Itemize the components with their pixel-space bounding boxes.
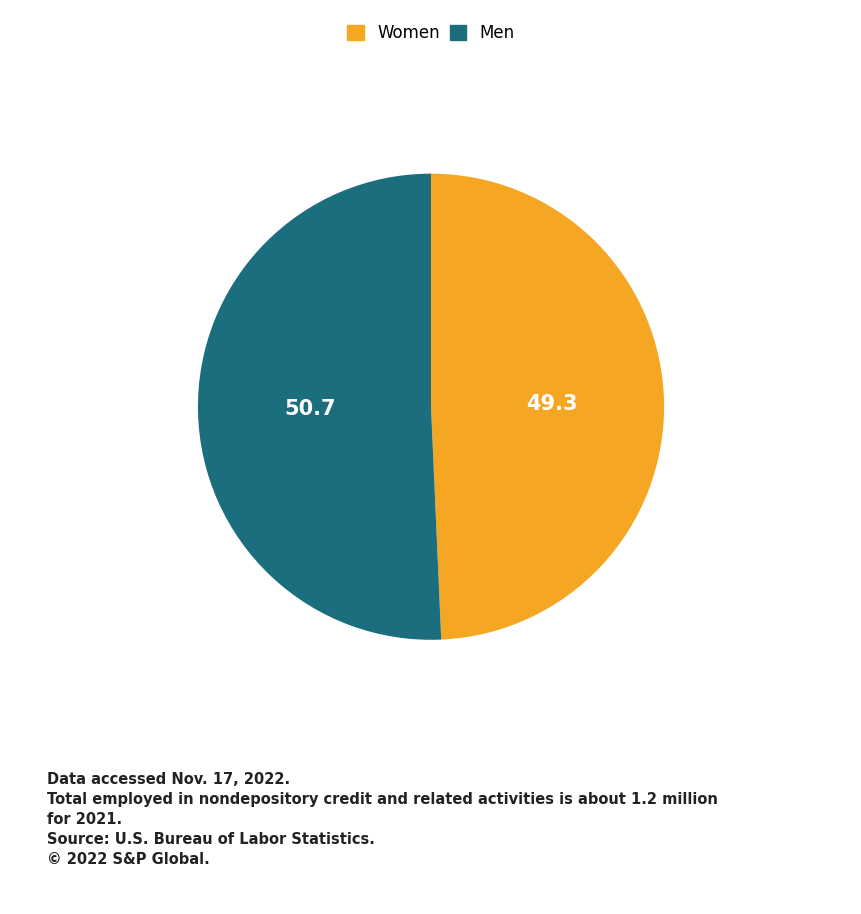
Wedge shape <box>198 174 441 640</box>
Legend: Women, Men: Women, Men <box>347 25 514 42</box>
Text: 50.7: 50.7 <box>284 399 335 420</box>
Text: Data accessed Nov. 17, 2022.
Total employed in nondepository credit and related : Data accessed Nov. 17, 2022. Total emplo… <box>47 772 717 866</box>
Text: 49.3: 49.3 <box>526 394 577 414</box>
Wedge shape <box>430 174 663 640</box>
